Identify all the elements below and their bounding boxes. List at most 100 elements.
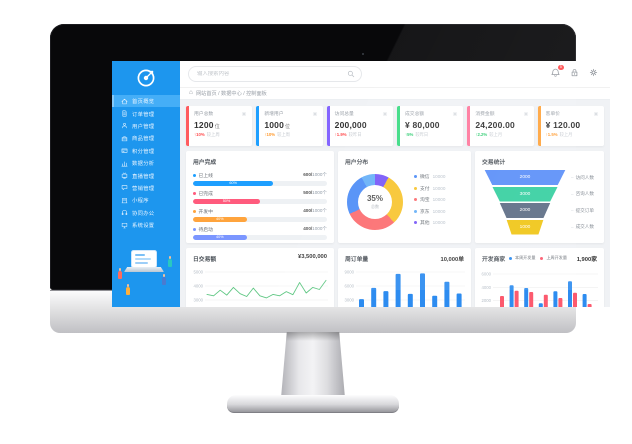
illustration-figure [168,256,172,267]
sidebar-item-5[interactable]: 积分管理 [112,145,180,157]
sidebar-item-label: 营销管理 [132,185,155,192]
illustration-laptop-screen [132,251,156,267]
donut-legend-item-1[interactable]: 微信 10000 [414,171,445,183]
donut-legend-item-2[interactable]: 支付 10000 [414,183,445,195]
panel-title: 用户分布 [345,160,369,166]
progress-value: 600/1000个 [303,172,327,177]
kpi-title: 成交总额 [404,112,425,117]
sidebar-item-6[interactable]: 数据分析 [112,157,180,169]
kpi-card-2: 新增用户 1000位 ↑10% 较上周 [256,106,323,146]
progress-row-4: 待启动 400/1000个 40% [193,226,327,240]
panel-title: 交易统计 [482,160,506,166]
illustration-figure [118,268,122,279]
monitor-bezel: 首页概览订单管理用户管理商品管理积分管理数据分析 直播管理营销管理小程序协同办公系… [50,24,610,307]
sidebar-item-3[interactable]: 用户管理 [112,120,180,132]
order-icon [122,110,127,117]
kpi-title: 消费金额 [475,112,495,117]
donut-legend: 微信 10000 支付 10000 淘宝 10000 京东 10000 其他 10000 [414,171,445,229]
panel-dev-merchants: 开发商家 本周开发量 上周开发量 1,900家 6000 4000 2000 [475,248,604,307]
kpi-settings-icon[interactable] [241,111,247,117]
notification-icon[interactable]: 5 [551,64,564,77]
kpi-settings-icon[interactable] [452,111,458,117]
donut-center-label: 总数 [371,204,379,209]
grouped-legend-item-2[interactable]: 上周开发量 [540,255,567,261]
progress-bar: 40% [193,234,327,240]
grouped-bar-chart: 6000 4000 2000 [481,272,598,307]
kpi-title: 访问总量 [334,112,354,117]
sidebar-item-8[interactable]: 营销管理 [112,182,180,194]
lock-icon[interactable] [570,68,579,77]
kpi-settings-icon[interactable] [593,111,599,117]
app-logo-icon[interactable] [135,67,157,89]
panel-title: 日交易额 [193,257,217,263]
svg-text:5000: 5000 [193,270,203,275]
panel-funnel: 交易统计 2000– 访问人数 3000– 咨询人数 2000– 提交订单 1000– 成交人… [475,151,604,243]
svg-text:3000: 3000 [193,298,203,303]
breadcrumb-text[interactable]: 网站首页 / 数据中心 / 控制面板 [195,91,267,97]
donut-legend-item-5[interactable]: 其他 10000 [414,217,445,229]
donut-legend-item-3[interactable]: 淘宝 10000 [414,194,445,206]
live-icon [121,172,128,179]
svg-text:4000: 4000 [481,285,491,290]
line-chart: 5000 4000 3000 [193,270,328,303]
progress-value: 500/1000个 [303,190,327,195]
device-icon [121,222,128,228]
sidebar-item-label: 积分管理 [132,148,155,155]
funnel-label: 访问人数 [575,174,594,180]
search-box[interactable] [188,66,362,82]
kpi-value: 1200位 [194,119,220,130]
breadcrumb: ⌂ 网站首页 / 数据中心 / 控制面板 [180,88,610,100]
kpi-settings-icon[interactable] [382,111,388,117]
service-icon [121,210,128,216]
panel-total: 1,900家 [576,257,597,263]
sidebar-item-4[interactable]: 商品管理 [112,132,180,144]
sidebar-item-2[interactable]: 订单管理 [112,107,180,119]
funnel-value: 2000 [519,208,531,213]
svg-text:9000: 9000 [344,270,354,275]
sidebar-item-7[interactable]: 直播管理 [112,169,180,181]
funnel-label: 成交人数 [575,224,594,229]
webcam-dot [362,53,364,55]
sidebar-item-label: 系统设置 [132,223,155,230]
settings-icon[interactable] [589,68,598,77]
panel-title: 周订单量 [345,257,369,263]
donut-legend-item-4[interactable]: 京东 10000 [414,206,445,218]
progress-bar: 40% [193,216,327,222]
user-icon [122,123,127,129]
svg-text:2000: 2000 [481,298,491,303]
sidebar-item-1[interactable]: 首页概览 [112,95,180,108]
progress-label: 待启动 [198,227,213,233]
svg-text:6000: 6000 [481,272,491,277]
sidebar-item-label: 订单管理 [132,111,155,118]
home-icon[interactable]: ⌂ [189,89,193,97]
sidebar-menu: 首页概览订单管理用户管理商品管理积分管理数据分析 直播管理营销管理小程序协同办公系… [112,95,180,231]
illustration-laptop-base [124,267,164,272]
progress-row-3: 开发中 400/1000个 40% [193,208,327,222]
dashboard-content: 用户总数 1200位 ↑10% 较上周 新增用户 1000位 ↑10% 较上周 访问总量 200,… [180,100,610,307]
sidebar-item-9[interactable]: 小程序 [112,194,180,206]
miniapp-icon [121,197,128,203]
search-icon[interactable] [347,70,355,78]
progress-percent: 60% [229,181,237,186]
grouped-legend-item-1[interactable]: 本周开发量 [509,255,535,261]
panel-daily-revenue: 日交易额 ¥3,500,000 5000 4000 3000 [186,248,334,307]
sidebar-item-10[interactable]: 协同办公 [112,207,180,219]
funnel-label: 咨询人数 [575,191,594,196]
search-input[interactable] [189,71,347,77]
panel-title: 开发商家 [482,257,506,263]
kpi-settings-icon[interactable] [523,111,529,117]
sidebar-item-11[interactable]: 系统设置 [112,219,180,231]
sidebar-item-label: 小程序 [132,198,149,205]
sidebar-item-label: 协同办公 [132,210,155,217]
kpi-subtext: ↑5% 较昨日 [404,132,429,137]
panel-user-progress: 用户完成 已上线 600/1000个 60% 已完成 500/1000个 50% 开发中 40… [186,151,334,243]
progress-percent: 40% [215,235,224,240]
notification-badge: 5 [557,64,564,70]
sidebar-item-label: 商品管理 [132,136,155,143]
grouped-legend: 本周开发量 上周开发量 [509,255,567,261]
panel-week-orders: 周订单量 10,000单 9000 6000 3000 [338,248,471,307]
kpi-value: 1000位 [264,119,291,130]
progress-row-1: 已上线 600/1000个 60% [193,172,327,186]
kpi-settings-icon[interactable] [312,111,318,117]
